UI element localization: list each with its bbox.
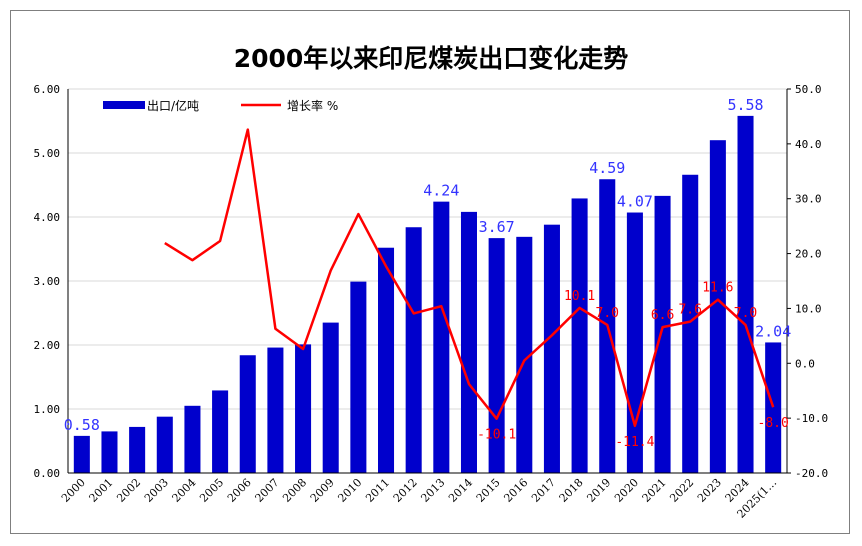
y-right-tick-label: 10.0 xyxy=(795,302,822,315)
bar-data-label: 4.59 xyxy=(589,159,625,177)
bar xyxy=(267,347,284,473)
y-right-tick-label: 0.0 xyxy=(795,357,815,370)
bar xyxy=(654,195,671,473)
x-tick-label: 2012 xyxy=(391,476,420,505)
x-tick-label: 2008 xyxy=(280,476,309,505)
bar xyxy=(322,322,339,473)
y-right-tick-label: 20.0 xyxy=(795,248,822,261)
x-tick-label: 2005 xyxy=(197,476,226,505)
bar xyxy=(239,355,256,473)
x-tick-label: 2009 xyxy=(308,476,337,505)
y-right-tick-label: 30.0 xyxy=(795,193,822,206)
x-tick-label: 2021 xyxy=(640,476,669,505)
bar-series xyxy=(73,115,782,474)
bar xyxy=(350,281,367,473)
bar xyxy=(682,174,699,473)
line-data-label: 6.6 xyxy=(651,308,674,323)
x-tick-label: 2016 xyxy=(501,476,530,505)
bar xyxy=(212,390,229,473)
x-tick-label: 2003 xyxy=(142,476,171,505)
y-left-tick-label: 0.00 xyxy=(34,467,61,480)
x-tick-label: 2022 xyxy=(667,476,696,505)
bar xyxy=(737,115,754,473)
chart: 2000年以来印尼煤炭出口变化走势 0.00 1.00 2.00 3.00 4.00 5.… xyxy=(34,44,829,521)
x-tick-label: 2017 xyxy=(529,476,558,505)
bar-data-label: 2.04 xyxy=(755,322,791,340)
bar xyxy=(516,236,533,473)
line-data-label: -11.4 xyxy=(615,435,654,450)
line-series xyxy=(164,128,775,428)
bar-data-label: 4.24 xyxy=(423,182,459,200)
axes: 0.00 1.00 2.00 3.00 4.00 5.00 6.00 -20.0 -10.0 0.… xyxy=(34,83,829,521)
y-left-tick-label: 6.00 xyxy=(34,83,61,96)
chart-frame: 2000年以来印尼煤炭出口变化走势 0.00 1.00 2.00 3.00 4.00 5.… xyxy=(10,10,850,534)
y-left-tick-label: 3.00 xyxy=(34,275,61,288)
bar xyxy=(101,431,118,473)
bar xyxy=(543,224,560,473)
x-tick-label: 2011 xyxy=(363,476,392,505)
bar xyxy=(709,140,726,473)
y-right-tick-label: 40.0 xyxy=(795,138,822,151)
x-tick-label: 2001 xyxy=(87,476,116,505)
legend: 出口/亿吨 增长率 % xyxy=(103,98,338,113)
x-tick-label: 2018 xyxy=(557,476,586,505)
y-right-tick-label: 50.0 xyxy=(795,83,822,96)
x-tick-label: 2023 xyxy=(695,476,724,505)
x-tick-label: 2010 xyxy=(335,476,364,505)
bar xyxy=(156,416,173,473)
line-data-label: 10.1 xyxy=(564,289,595,304)
bar xyxy=(295,344,312,473)
y-left-tick-label: 4.00 xyxy=(34,211,61,224)
growth-rate-line xyxy=(164,128,775,428)
x-tick-label: 2000 xyxy=(59,476,88,505)
bar xyxy=(129,426,146,473)
legend-bar-label: 出口/亿吨 xyxy=(147,98,199,113)
bar xyxy=(377,247,395,473)
bar xyxy=(73,435,90,473)
x-tick-label: 2020 xyxy=(612,476,641,505)
bar-data-label: 4.07 xyxy=(617,193,653,211)
data-labels: 0.584.243.674.594.075.582.04-10.110.17.0… xyxy=(64,96,791,450)
y-right-tick-label: -20.0 xyxy=(795,467,828,480)
chart-title: 2000年以来印尼煤炭出口变化走势 xyxy=(234,44,629,73)
grid-lines xyxy=(68,88,787,474)
bar xyxy=(765,342,782,473)
line-data-label: -10.1 xyxy=(477,428,516,443)
legend-bar-swatch xyxy=(103,101,145,109)
line-data-label: 7.0 xyxy=(734,306,757,321)
x-tick-label: 2006 xyxy=(225,476,254,505)
bar xyxy=(405,227,422,473)
bar-data-label: 3.67 xyxy=(479,218,515,236)
x-tick-label: 2015 xyxy=(474,476,503,505)
bar xyxy=(460,211,478,473)
x-tick-label: 2007 xyxy=(253,476,282,505)
y-left-tick-label: 2.00 xyxy=(34,339,61,352)
y-right-tick-label: -10.0 xyxy=(795,412,828,425)
line-data-label: 7.6 xyxy=(678,303,701,318)
x-tick-label: 2013 xyxy=(418,476,447,505)
bar-data-label: 5.58 xyxy=(727,96,763,114)
y-left-tick-label: 5.00 xyxy=(34,147,61,160)
y-left-tick-label: 1.00 xyxy=(34,403,61,416)
bar xyxy=(433,201,450,473)
bar-data-label: 0.58 xyxy=(64,416,100,434)
x-tick-label: 2019 xyxy=(584,476,613,505)
x-tick-label: 2004 xyxy=(170,476,199,505)
legend-line-label: 增长率 % xyxy=(287,98,338,113)
bar xyxy=(571,198,588,473)
line-data-label: 11.6 xyxy=(702,281,733,296)
x-tick-label: 2014 xyxy=(446,476,475,505)
x-tick-label: 2002 xyxy=(114,476,143,505)
line-data-label: 7.0 xyxy=(596,306,619,321)
bar xyxy=(184,405,201,473)
line-data-label: -8.0 xyxy=(758,416,789,431)
